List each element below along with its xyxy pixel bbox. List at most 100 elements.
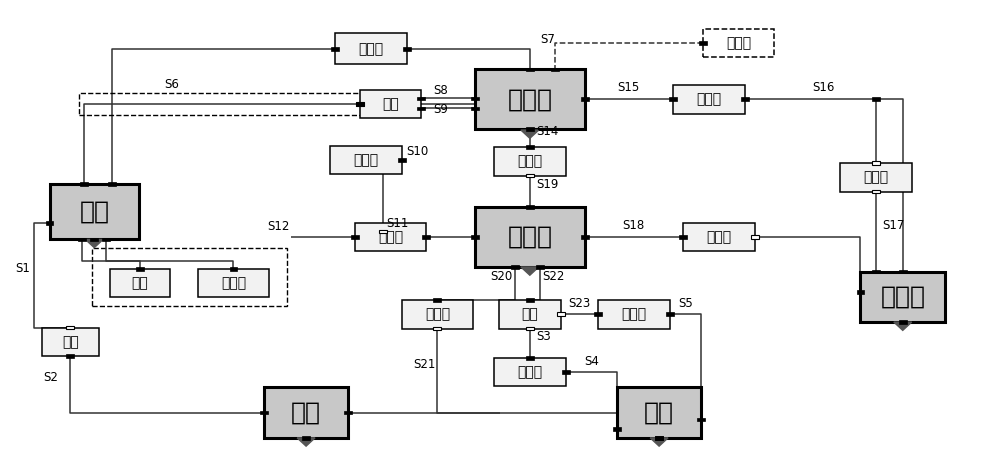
- Bar: [526, 356, 534, 360]
- Text: 武侯: 武侯: [291, 401, 321, 425]
- Bar: [526, 174, 534, 177]
- Bar: [526, 327, 534, 330]
- Polygon shape: [521, 130, 539, 138]
- Text: S1: S1: [16, 262, 31, 275]
- Text: S3: S3: [536, 330, 551, 343]
- Bar: [679, 235, 687, 239]
- Bar: [536, 265, 544, 269]
- Text: 塘坎街: 塘坎街: [507, 225, 552, 249]
- Text: 高新站: 高新站: [622, 307, 647, 321]
- Text: S12: S12: [267, 220, 289, 233]
- Bar: [683, 223, 755, 252]
- Bar: [78, 238, 86, 241]
- Text: 两河: 两河: [132, 276, 148, 290]
- Bar: [581, 98, 589, 101]
- Bar: [102, 238, 110, 241]
- Bar: [471, 106, 479, 110]
- Bar: [433, 327, 441, 330]
- Bar: [355, 223, 426, 252]
- Bar: [526, 298, 534, 302]
- Polygon shape: [85, 239, 103, 248]
- Bar: [417, 106, 425, 110]
- Bar: [557, 312, 565, 316]
- Text: S23: S23: [568, 297, 591, 310]
- Bar: [526, 145, 534, 149]
- Text: S17: S17: [882, 219, 904, 232]
- Bar: [471, 235, 479, 239]
- Bar: [403, 47, 411, 51]
- Bar: [402, 300, 473, 329]
- Bar: [860, 272, 945, 322]
- Polygon shape: [297, 438, 315, 446]
- Bar: [872, 98, 880, 101]
- Bar: [613, 427, 621, 431]
- Bar: [330, 146, 402, 174]
- Bar: [50, 184, 139, 239]
- Bar: [398, 158, 406, 162]
- Bar: [872, 190, 880, 193]
- Bar: [511, 265, 519, 269]
- Bar: [136, 267, 144, 271]
- Text: 文庙街: 文庙街: [706, 230, 731, 244]
- Text: 西一环: 西一环: [378, 230, 403, 244]
- Text: S11: S11: [387, 217, 409, 230]
- Bar: [581, 235, 589, 239]
- Bar: [66, 354, 74, 358]
- Text: 安顺桥: 安顺桥: [880, 285, 925, 309]
- Bar: [90, 238, 98, 241]
- Bar: [331, 47, 339, 51]
- Bar: [655, 436, 663, 440]
- Text: 新二村: 新二村: [507, 87, 552, 111]
- Bar: [356, 102, 364, 106]
- Text: S5: S5: [678, 297, 693, 310]
- Bar: [655, 436, 663, 440]
- Bar: [302, 436, 310, 440]
- Bar: [433, 298, 441, 302]
- Bar: [872, 270, 880, 273]
- Polygon shape: [650, 438, 668, 446]
- Text: 石羊: 石羊: [644, 401, 674, 425]
- Text: 黄田坝: 黄田坝: [221, 276, 246, 290]
- Text: S2: S2: [44, 372, 58, 385]
- Bar: [379, 230, 387, 233]
- Bar: [562, 370, 570, 374]
- Text: 地铁站: 地铁站: [726, 36, 751, 50]
- Polygon shape: [894, 322, 912, 330]
- Bar: [422, 235, 430, 239]
- Text: 浆洗街: 浆洗街: [425, 307, 450, 321]
- Bar: [417, 97, 425, 100]
- Text: 星辰: 星辰: [382, 97, 399, 111]
- Text: S6: S6: [164, 78, 179, 91]
- Bar: [351, 235, 359, 239]
- Bar: [110, 269, 170, 297]
- Bar: [230, 267, 237, 271]
- Bar: [475, 207, 585, 267]
- Bar: [857, 290, 864, 294]
- Bar: [840, 163, 912, 192]
- Bar: [471, 97, 479, 100]
- Bar: [475, 69, 585, 129]
- Bar: [526, 127, 534, 131]
- Bar: [335, 33, 407, 64]
- Text: S21: S21: [413, 358, 435, 371]
- Text: S10: S10: [407, 145, 429, 158]
- Bar: [526, 67, 534, 71]
- Text: S8: S8: [433, 84, 448, 97]
- Text: 绿洲: 绿洲: [62, 335, 79, 349]
- Text: S19: S19: [536, 179, 558, 192]
- Polygon shape: [521, 267, 539, 275]
- Text: 桐梓林: 桐梓林: [517, 365, 542, 379]
- Bar: [699, 41, 707, 45]
- Bar: [344, 411, 352, 414]
- Text: S22: S22: [542, 271, 564, 284]
- Bar: [108, 182, 116, 186]
- Bar: [92, 248, 287, 306]
- Text: S16: S16: [813, 81, 835, 94]
- Bar: [899, 320, 907, 324]
- Text: S7: S7: [540, 33, 555, 46]
- Bar: [494, 358, 566, 386]
- Bar: [360, 90, 421, 118]
- Bar: [79, 93, 362, 115]
- Bar: [80, 182, 88, 186]
- Text: S4: S4: [584, 355, 599, 367]
